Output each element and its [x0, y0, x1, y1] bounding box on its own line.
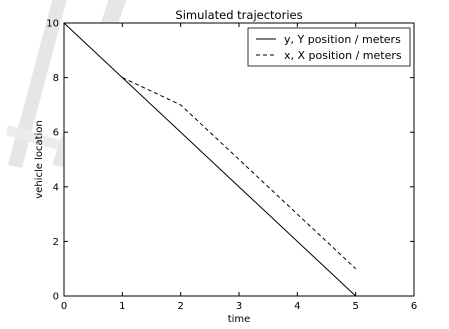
series-line-x [122, 77, 357, 270]
x-axis-label: time [228, 314, 251, 324]
y-tick-label: 10 [46, 19, 59, 30]
plot-area [63, 22, 415, 297]
legend-label-y: y, Y position / meters [284, 33, 401, 46]
watermark-stroke-left [8, 0, 67, 168]
y-tick-label: 4 [53, 182, 59, 193]
axes-layer: 0 1 2 3 4 5 6 0 2 4 6 8 10 [46, 19, 417, 313]
y-axis-label: vehicle location [34, 120, 45, 198]
legend-label-x: x, X position / meters [284, 49, 402, 62]
x-tick-label: 2 [177, 301, 183, 312]
x-tick-label: 6 [411, 301, 417, 312]
watermark-stroke-cross [6, 125, 60, 150]
chart-title: Simulated trajectories [175, 8, 302, 22]
y-tick-label: 8 [53, 73, 59, 84]
x-tick-label: 1 [119, 301, 125, 312]
plot-frame [63, 22, 415, 297]
series-layer [63, 22, 357, 297]
legend: y, Y position / meters x, X position / m… [247, 27, 411, 67]
x-tick-label: 5 [352, 301, 358, 312]
x-tick-label: 0 [61, 301, 67, 312]
y-tick-label: 6 [53, 128, 59, 139]
x-tick-label: 3 [236, 301, 242, 312]
x-tick-label: 4 [294, 301, 300, 312]
legend-box [247, 27, 411, 67]
y-tick-label: 0 [53, 292, 59, 303]
series-line-y [63, 22, 357, 297]
y-tick-label: 2 [53, 237, 59, 248]
